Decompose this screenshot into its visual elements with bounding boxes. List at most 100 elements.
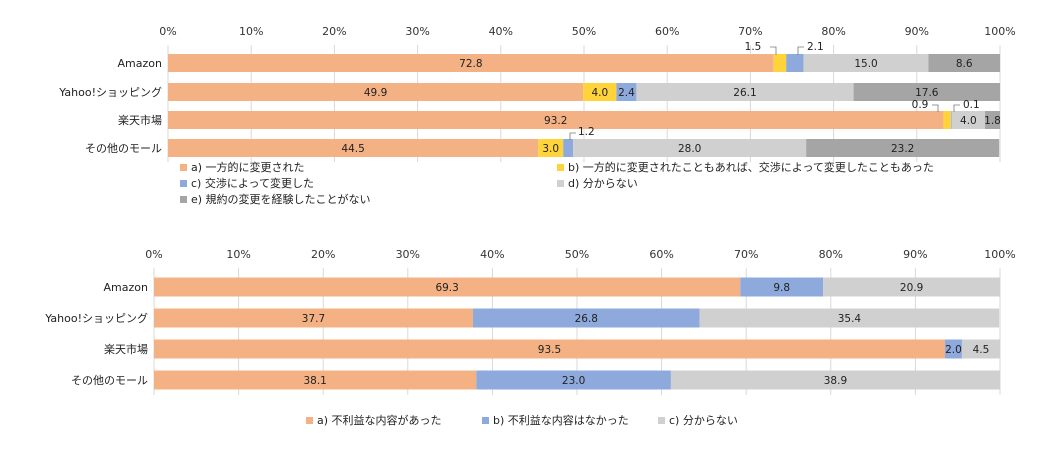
bar-segment [853, 83, 1000, 101]
data-label: 93.5 [538, 344, 561, 356]
chart-1: 0% 10% 20% 30% 40% 50% 60% 70% 80% 90% 100% Amazon Y… [58, 25, 1016, 206]
legend-swatch [180, 196, 187, 203]
legend-swatch [658, 417, 665, 424]
bar-segment [961, 339, 1000, 359]
x-tick-label: 90% [903, 248, 927, 261]
data-label: 1.2 [578, 126, 595, 138]
x-tick-label: 70% [734, 248, 758, 261]
legend-swatch [180, 164, 187, 171]
data-label: 4.0 [591, 87, 608, 99]
legend-swatch [557, 180, 564, 187]
bar-segment [740, 277, 824, 297]
x-tick-label: 30% [396, 248, 420, 261]
bar-segment [472, 308, 700, 328]
bar-segment [806, 139, 1000, 157]
legend-label: a) 不利益な内容があった [317, 413, 442, 427]
x-tick-label: 10% [226, 248, 250, 261]
bar-segment [154, 339, 946, 359]
data-label: 23.0 [562, 375, 585, 387]
x-tick-label: 80% [821, 25, 845, 38]
leader-line [797, 46, 804, 55]
data-label: 44.5 [341, 143, 364, 155]
x-tick-label: 70% [738, 25, 762, 38]
bar-segment [573, 139, 807, 157]
bar-segment [476, 370, 671, 390]
legend-swatch [482, 417, 489, 424]
leader-line [569, 132, 576, 140]
data-label: 37.7 [302, 313, 325, 325]
bar-segment [803, 54, 929, 72]
bar-segment [670, 370, 1000, 390]
bar-segment [773, 54, 787, 72]
data-label: 2.1 [807, 41, 824, 53]
x-tick-label: 20% [311, 248, 335, 261]
x-tick-label: 0% [145, 248, 162, 261]
data-label: 0.1 [963, 99, 980, 111]
data-label: 2.0 [945, 344, 962, 356]
legend-swatch [557, 164, 564, 171]
legend-label: d) 分からない [568, 177, 638, 190]
bar-segment [168, 139, 539, 157]
chart-2: 0% 10% 20% 30% 40% 50% 60% 70% 80% 90% 100% Amazon Y… [44, 248, 1016, 427]
bar-segment [168, 54, 774, 72]
legend-label: b) 一方的に変更されたこともあれば、交渉によって変更したこともあった [568, 160, 934, 174]
x-tick-label: 20% [322, 25, 346, 38]
legend-label: a) 一方的に変更された [191, 160, 305, 174]
bar-segment [168, 111, 944, 129]
data-label: 9.8 [773, 282, 790, 294]
data-label: 17.6 [915, 87, 939, 99]
data-label: 15.0 [854, 58, 877, 70]
bar-segment [950, 111, 952, 129]
category-label: 楽天市場 [104, 342, 148, 356]
leader-line [953, 104, 960, 112]
category-label: Yahoo!ショッピング [58, 85, 162, 99]
x-tick-label: 10% [239, 25, 263, 38]
legend-label: b) 不利益な内容はなかった [493, 413, 629, 427]
data-label: 28.0 [678, 143, 701, 155]
legend-swatch [180, 180, 187, 187]
data-label: 26.8 [575, 313, 598, 325]
legend-swatch [306, 417, 313, 424]
bar-segment [154, 277, 741, 297]
bar-segment [985, 111, 1000, 129]
data-label: 1.5 [745, 41, 762, 53]
bar-segment [928, 54, 1000, 72]
bar-segment [538, 139, 564, 157]
bar-segment [636, 83, 854, 101]
bar-segment [823, 277, 1000, 297]
x-tick-label: 90% [905, 25, 929, 38]
bar-segment [951, 111, 986, 129]
x-tick-label: 30% [405, 25, 429, 38]
data-label: 3.0 [542, 143, 559, 155]
bar-segment [945, 339, 962, 359]
leader-line [770, 46, 777, 55]
legend-label: c) 分からない [669, 414, 738, 427]
category-label: Amazon [104, 281, 148, 294]
data-label: 0.9 [912, 99, 929, 111]
x-tick-label: 50% [565, 248, 589, 261]
data-label: 93.2 [544, 115, 567, 127]
data-label: 20.9 [900, 282, 923, 294]
bar-segment [616, 83, 637, 101]
data-label: 4.5 [973, 344, 990, 356]
bar-segment [786, 54, 804, 72]
data-label: 4.0 [960, 115, 977, 127]
data-label: 26.1 [733, 87, 756, 99]
category-label: その他のモール [71, 374, 148, 387]
category-label: その他のモール [85, 142, 162, 155]
bar-segment [943, 111, 951, 129]
data-label: 38.9 [824, 375, 847, 387]
x-tick-label: 100% [984, 25, 1015, 38]
x-tick-label: 50% [572, 25, 596, 38]
data-label: 1.8 [984, 115, 1001, 127]
category-label: 楽天市場 [118, 113, 162, 127]
bar-segment [699, 308, 1000, 328]
data-label: 69.3 [435, 282, 458, 294]
x-tick-label: 100% [984, 248, 1015, 261]
x-tick-label: 40% [480, 248, 504, 261]
data-label: 49.9 [364, 87, 387, 99]
data-label: 8.6 [956, 58, 973, 70]
data-label: 35.4 [838, 313, 862, 325]
bar-segment [154, 370, 477, 390]
